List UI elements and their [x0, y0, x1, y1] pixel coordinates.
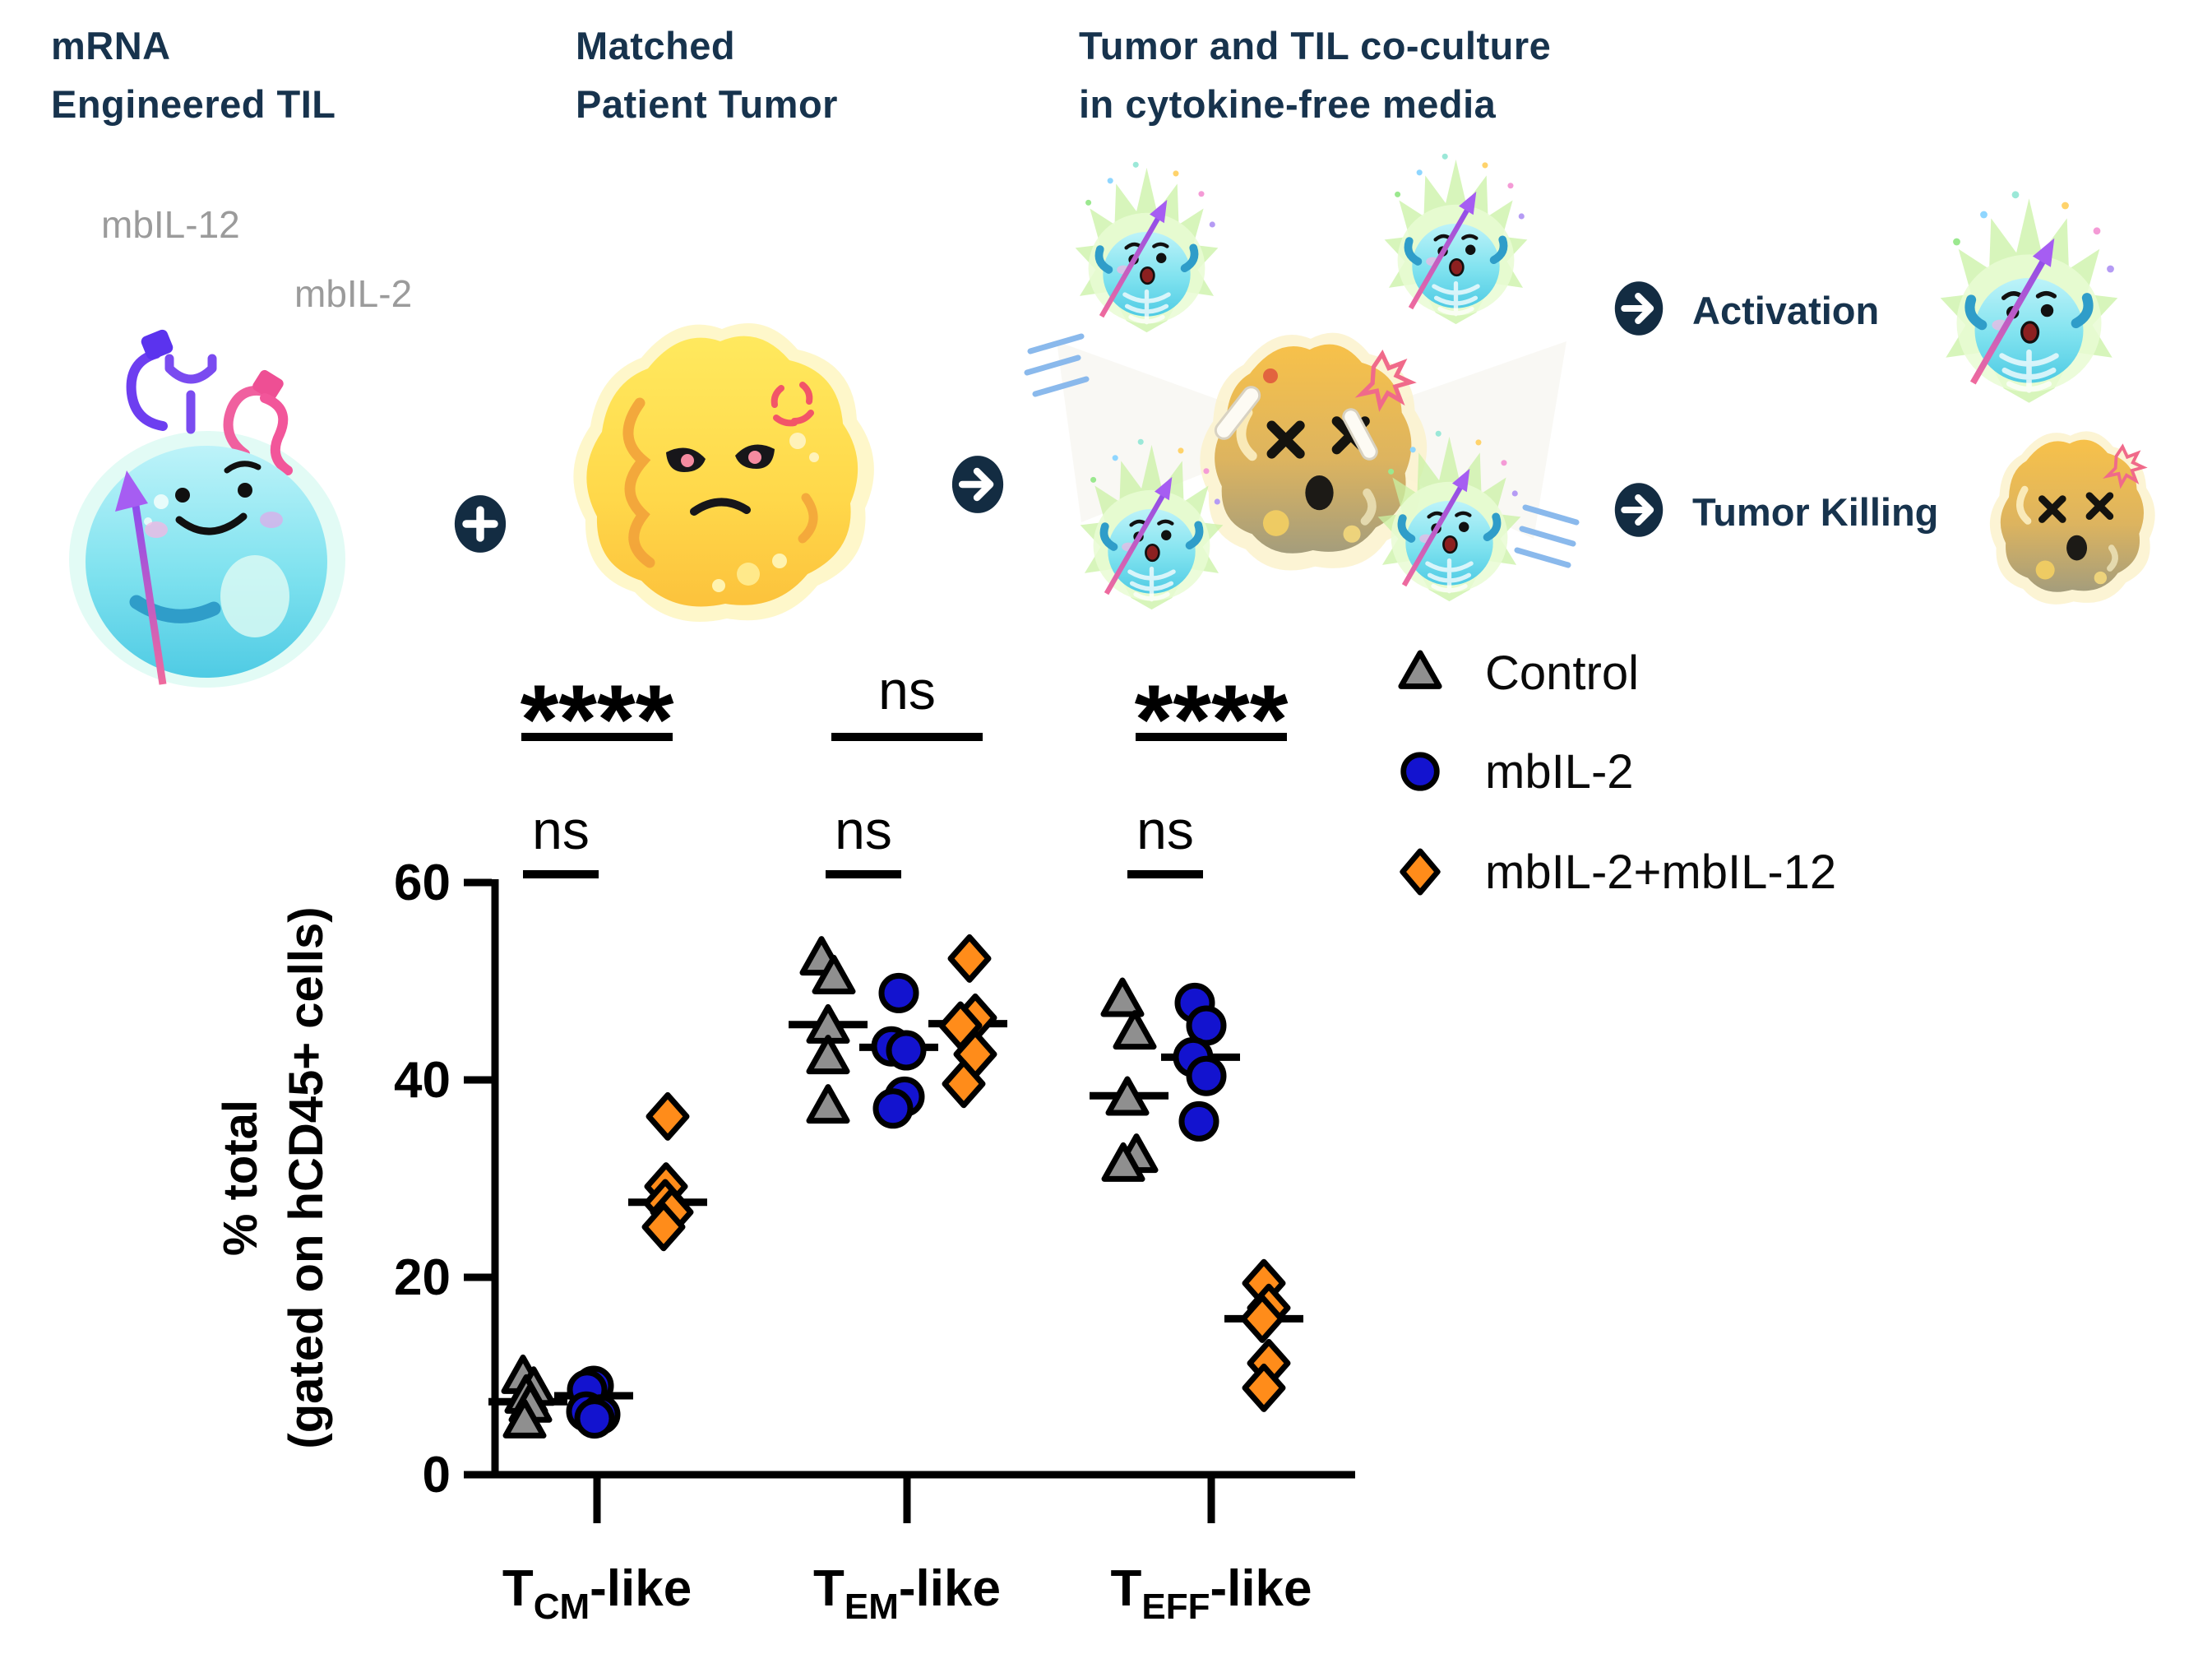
data-point-combo: [641, 1202, 686, 1252]
dead-tumor-illustration: [1969, 411, 2167, 629]
y-tick-label: 0: [423, 1447, 451, 1503]
flow-cytometry-scatter-chart: 0 20 40 60 % total (gated on hCD45+ cells) TCM…: [214, 660, 1355, 1627]
activation-arrow-icon: [1613, 280, 1664, 336]
data-point-combo: [947, 934, 992, 983]
significance-bar-bottom: [1127, 870, 1203, 878]
arrow-right-icon: [951, 455, 1005, 514]
significance-bar-bottom: [523, 870, 599, 878]
step3-title-line1: Tumor and TIL co-culture: [1079, 24, 1552, 67]
y-axis-title-line2: (gated on hCD45+ cells): [280, 906, 333, 1448]
data-point-mbil2: [878, 972, 919, 1013]
data-point-combo: [646, 1091, 690, 1141]
legend-label-mbil2: mbIL-2: [1485, 744, 1634, 799]
activated-til-illustration: [1924, 188, 2134, 414]
step3-title-line2: in cytokine-free media: [1079, 82, 1497, 126]
significance-bar-top: [521, 733, 673, 741]
legend-label-combo: mbIL-2+mbIL-12: [1485, 845, 1837, 899]
legend-item-mbil2: mbIL-2: [1396, 742, 1634, 801]
significance-label-top: ns: [878, 660, 936, 720]
significance-bar-top: [1136, 733, 1287, 741]
tumor-killing-label: Tumor Killing: [1692, 490, 1939, 534]
significance-label-top: ****: [1135, 665, 1289, 775]
data-point-control: [502, 1398, 547, 1439]
mbil2-label: mbIL-2: [294, 272, 413, 315]
step1-title-line2: Engineered TIL: [51, 82, 336, 126]
step2-title-line1: Matched: [576, 24, 736, 67]
significance-bar-bottom: [826, 870, 901, 878]
data-point-control: [806, 1084, 850, 1124]
significance-bar-top: [831, 733, 983, 741]
activation-label: Activation: [1692, 289, 1880, 332]
y-tick-label: 40: [394, 1052, 451, 1109]
significance-label-bottom: ns: [1136, 799, 1194, 860]
step3-title: Tumor and TIL co-culture in cytokine-fre…: [1079, 16, 1551, 133]
data-point-combo: [942, 1059, 986, 1109]
data-point-control: [1100, 977, 1145, 1017]
tumor-cell-illustration: [543, 296, 896, 650]
co-culture-illustration: [1024, 136, 1580, 683]
y-axis-title-line1: % total: [214, 1100, 267, 1256]
y-tick-label: 60: [394, 855, 451, 911]
data-point-mbil2: [1186, 1055, 1227, 1096]
mbil12-label: mbIL-12: [101, 203, 240, 246]
significance-label-top: ****: [521, 665, 674, 775]
x-category-label: TEFF-like: [1110, 1560, 1312, 1627]
data-point-control: [1101, 1142, 1145, 1182]
data-point-mbil2: [574, 1398, 615, 1439]
plus-icon: [453, 494, 507, 554]
tumor-killing-arrow-icon: [1613, 482, 1664, 538]
x-category-label: TEM-like: [813, 1560, 1001, 1627]
data-point-control: [812, 954, 856, 994]
step1-title: mRNA Engineered TIL: [51, 16, 336, 133]
diamond-marker-icon: [1400, 848, 1441, 896]
data-point-mbil2: [886, 1030, 927, 1071]
legend-label-control: Control: [1485, 646, 1639, 700]
step2-title-line2: Patient Tumor: [576, 82, 838, 126]
triangle-marker-icon: [1398, 650, 1442, 689]
data-point-mbil2: [872, 1088, 914, 1129]
x-category-label: TCM-like: [502, 1560, 692, 1627]
data-point-mbil2: [1178, 1100, 1219, 1142]
legend-item-control: Control: [1396, 643, 1639, 702]
data-point-combo: [1242, 1363, 1286, 1412]
circle-marker-icon: [1400, 752, 1440, 791]
step1-title-line1: mRNA: [51, 24, 171, 67]
data-point-combo: [1240, 1294, 1284, 1343]
data-point-control: [1113, 1010, 1157, 1050]
y-tick-label: 20: [394, 1249, 451, 1306]
step2-title: Matched Patient Tumor: [576, 16, 838, 133]
significance-label-bottom: ns: [835, 799, 892, 860]
data-point-control: [1105, 1076, 1150, 1116]
legend-item-combo: mbIL-2+mbIL-12: [1396, 842, 1836, 901]
significance-label-bottom: ns: [532, 799, 590, 860]
data-point-control: [806, 1035, 850, 1075]
